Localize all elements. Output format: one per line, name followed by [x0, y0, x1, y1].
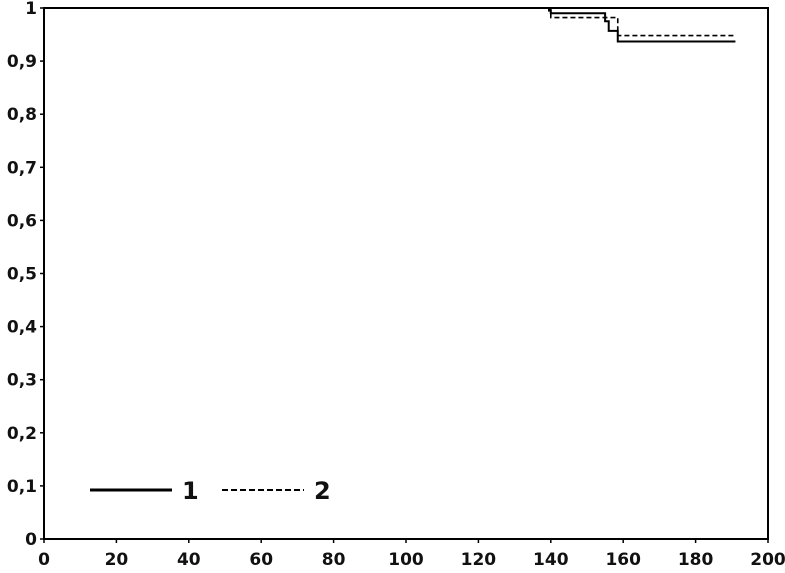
- x-tick-label: 80: [322, 550, 346, 570]
- x-tick-label: 160: [605, 550, 641, 570]
- y-tick-label: 0,4: [7, 318, 37, 338]
- plot-area: [43, 7, 769, 540]
- y-tick-label: 0,7: [7, 158, 37, 178]
- series-lines: [44, 7, 736, 43]
- y-tick-label: 1: [25, 0, 37, 19]
- y-tick-label: 0,6: [7, 211, 37, 231]
- y-tick-label: 0: [25, 530, 37, 550]
- x-tick-label: 140: [533, 550, 569, 570]
- x-tick-label: 120: [461, 550, 497, 570]
- series-1-line: [44, 7, 736, 43]
- x-tick-label: 0: [38, 550, 50, 570]
- legend-label-2: 2: [314, 477, 331, 505]
- y-axis: 0 0,1 0,2 0,3 0,4 0,5 0,6 0,7 0,8 0,9 1: [7, 0, 44, 550]
- x-tick-label: 200: [750, 550, 785, 570]
- y-tick-label: 0,1: [7, 477, 37, 497]
- x-tick-label: 20: [105, 550, 129, 570]
- y-tick-label: 0,9: [7, 52, 37, 72]
- y-tick-label: 0,3: [7, 371, 37, 391]
- y-tick-label: 0,5: [7, 265, 37, 285]
- y-tick-label: 0,8: [7, 105, 37, 125]
- x-tick-label: 100: [388, 550, 424, 570]
- x-tick-label: 60: [249, 550, 273, 570]
- plot-frame: [43, 7, 769, 540]
- x-axis: 0 20 40 60 80 100 120 140 160 180 200: [38, 539, 785, 570]
- y-tick-label: 0,2: [7, 424, 37, 444]
- x-tick-label: 40: [177, 550, 201, 570]
- x-tick-label: 180: [678, 550, 714, 570]
- series-2-line: [44, 7, 736, 37]
- legend-label-1: 1: [182, 477, 199, 505]
